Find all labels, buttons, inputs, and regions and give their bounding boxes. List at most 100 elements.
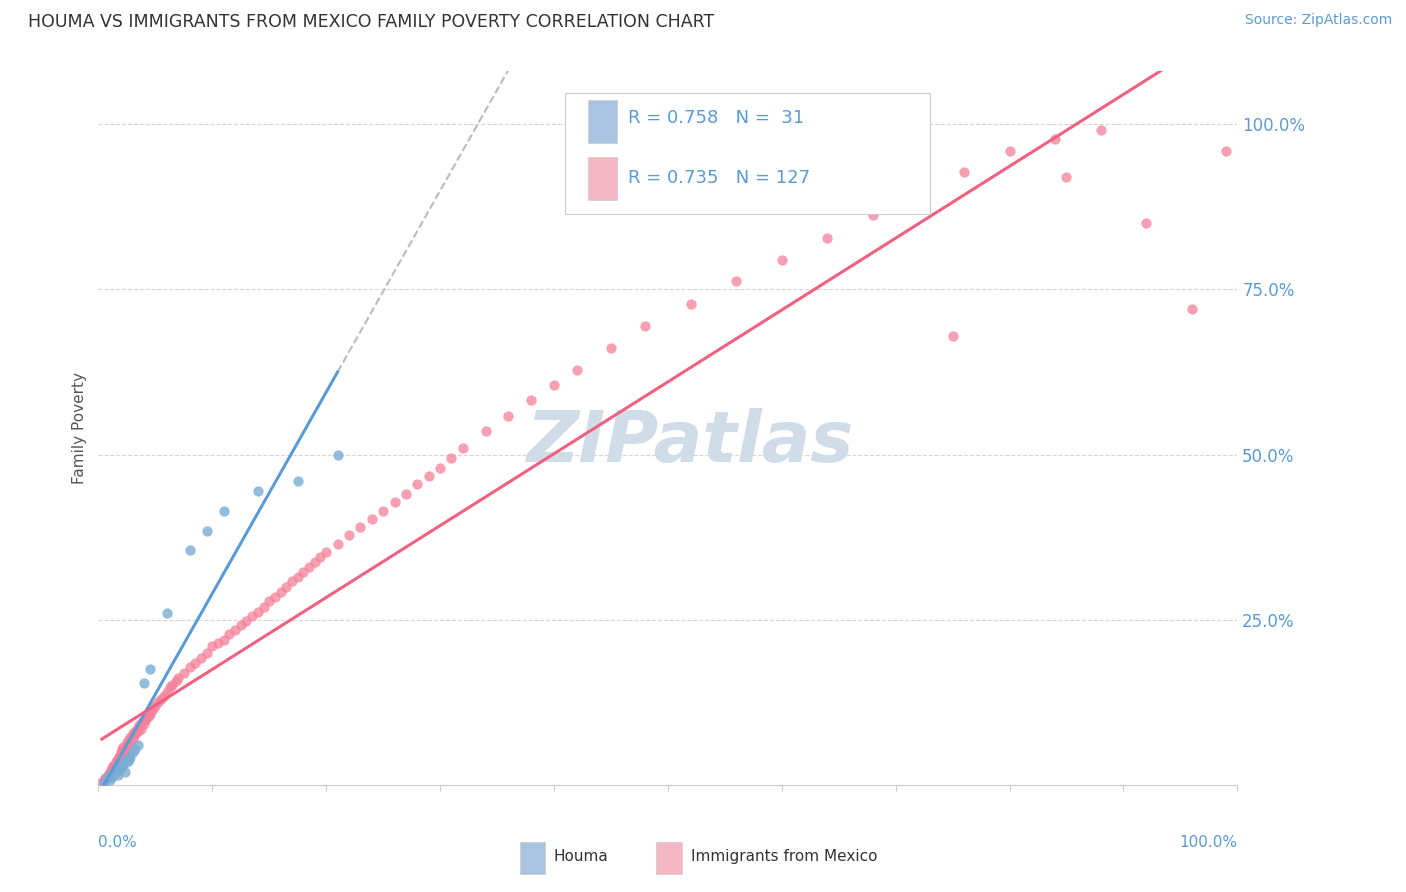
Point <box>1043 132 1066 146</box>
Point <box>131 715 153 730</box>
Point <box>108 764 131 778</box>
Point <box>94 772 117 786</box>
Point <box>120 750 142 764</box>
Point <box>259 594 281 608</box>
Point <box>162 677 184 691</box>
Point <box>212 632 235 647</box>
Point <box>104 758 127 772</box>
Point <box>93 774 115 789</box>
Point <box>156 685 179 699</box>
Point <box>1181 302 1204 317</box>
Point <box>128 718 150 732</box>
Point <box>121 745 143 759</box>
Point <box>134 713 156 727</box>
Point <box>150 692 173 706</box>
Point <box>121 731 143 746</box>
Point <box>115 751 138 765</box>
Point <box>298 560 321 574</box>
Point <box>101 770 124 784</box>
Point <box>121 726 143 740</box>
Point <box>103 764 125 778</box>
Point <box>395 487 418 501</box>
Point <box>110 751 132 765</box>
Text: Houma: Houma <box>554 849 609 863</box>
Point <box>190 651 212 665</box>
Point <box>103 766 125 780</box>
Point <box>159 680 181 694</box>
Point <box>634 318 657 333</box>
Point <box>1135 216 1157 230</box>
FancyBboxPatch shape <box>565 93 929 214</box>
Point <box>173 665 195 680</box>
Point <box>104 761 127 775</box>
Text: Immigrants from Mexico: Immigrants from Mexico <box>690 849 877 863</box>
Point <box>212 504 235 518</box>
Point <box>1090 122 1112 136</box>
Point <box>96 772 118 786</box>
Point <box>246 483 269 498</box>
Point <box>135 712 157 726</box>
Point <box>115 755 138 769</box>
Point <box>108 755 131 769</box>
Point <box>326 448 349 462</box>
Point <box>104 764 127 779</box>
Point <box>146 695 169 709</box>
Point <box>129 722 152 736</box>
Point <box>104 755 127 769</box>
Point <box>142 702 165 716</box>
Point <box>112 756 135 771</box>
Point <box>111 750 134 764</box>
Point <box>118 733 141 747</box>
Point <box>474 425 496 439</box>
Point <box>114 743 136 757</box>
Point <box>103 759 125 773</box>
Point <box>90 774 112 789</box>
Point <box>1054 170 1078 185</box>
Point <box>112 739 135 754</box>
Point <box>246 605 269 619</box>
Point <box>124 725 146 739</box>
Point <box>942 328 965 343</box>
Point <box>207 636 229 650</box>
Point <box>101 766 124 780</box>
Point <box>118 753 141 767</box>
Point <box>565 363 588 377</box>
Point <box>201 639 224 653</box>
Point <box>153 689 176 703</box>
Point <box>165 673 187 688</box>
Point <box>235 614 257 628</box>
Point <box>100 766 122 780</box>
Point <box>108 748 131 763</box>
Point <box>179 660 201 674</box>
Point <box>115 735 138 749</box>
Point <box>107 768 129 782</box>
Point <box>384 495 406 509</box>
Point <box>132 717 155 731</box>
Point <box>195 646 218 660</box>
Point <box>110 745 132 759</box>
Point <box>252 599 274 614</box>
Point <box>120 731 142 745</box>
Point <box>96 772 118 786</box>
Point <box>139 704 162 718</box>
Point <box>315 545 337 559</box>
Point <box>96 770 118 784</box>
Point <box>360 512 382 526</box>
Point <box>108 758 131 772</box>
Point <box>127 722 149 736</box>
Text: Source: ZipAtlas.com: Source: ZipAtlas.com <box>1244 13 1392 28</box>
Point <box>112 748 135 763</box>
Point <box>725 275 748 289</box>
Point <box>907 186 929 201</box>
FancyBboxPatch shape <box>520 842 546 874</box>
Point <box>100 764 122 778</box>
Point <box>240 609 263 624</box>
Point <box>309 549 332 564</box>
Point <box>114 764 136 779</box>
Point <box>127 739 149 753</box>
Point <box>600 341 623 355</box>
Point <box>337 528 360 542</box>
Point <box>125 726 148 740</box>
Text: 100.0%: 100.0% <box>1180 835 1237 850</box>
Point <box>184 656 207 670</box>
